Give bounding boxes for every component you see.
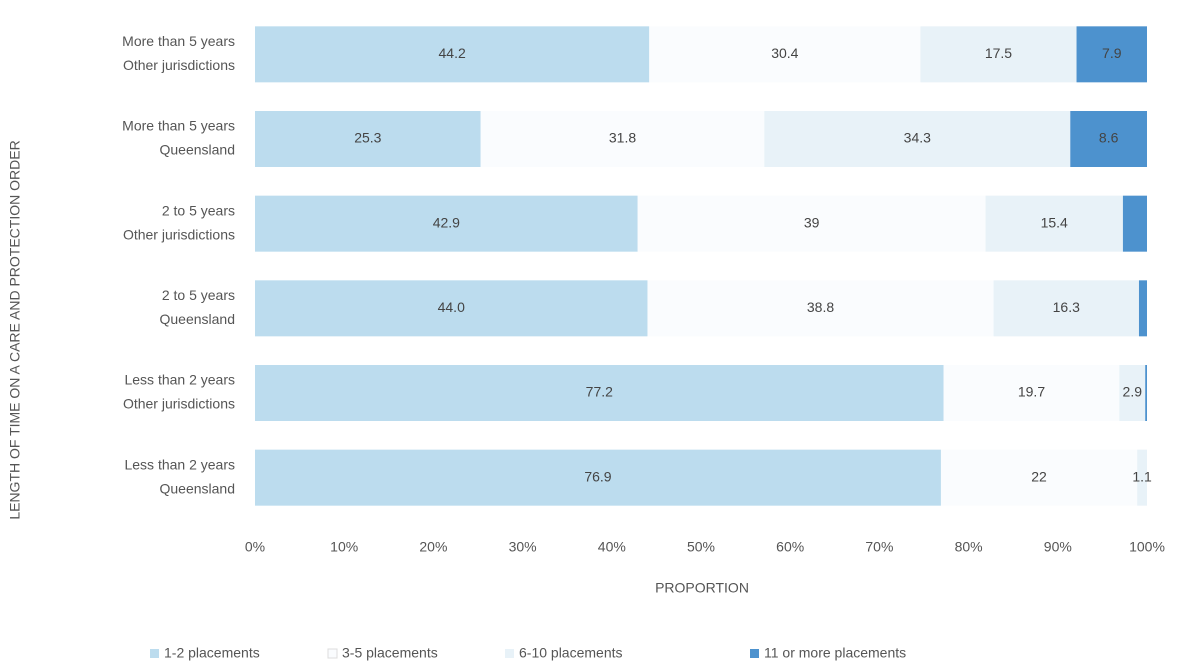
y-tick-label: Queensland [159, 480, 235, 496]
bar-segment [1137, 449, 1147, 506]
value-label: 15.4 [1041, 214, 1068, 230]
y-tick-label: 2 to 5 years [162, 287, 235, 303]
bar-segment [1122, 195, 1147, 252]
bar-segment [480, 111, 765, 167]
value-label: 30.4 [771, 45, 798, 61]
x-tick-label: 60% [776, 539, 804, 555]
bar-segment [1119, 365, 1146, 421]
bar-segment [637, 195, 986, 252]
bar-segment [255, 365, 944, 421]
bar-segment [1145, 365, 1147, 421]
x-axis-title: PROPORTION [655, 580, 749, 596]
bar-segment [255, 26, 650, 83]
value-label: 77.2 [586, 384, 613, 400]
bar-segment [255, 449, 941, 506]
y-tick-label: Queensland [159, 311, 235, 327]
bar-segment [993, 280, 1139, 337]
x-tick-label: 10% [330, 539, 358, 555]
x-tick-label: 50% [687, 539, 715, 555]
y-tick-label: Other jurisdictions [123, 226, 235, 242]
x-tick-label: 90% [1044, 539, 1072, 555]
value-label: 19.7 [1018, 384, 1045, 400]
x-tick-label: 70% [865, 539, 893, 555]
bar-segment [647, 280, 994, 337]
y-tick-label: More than 5 years [122, 33, 235, 49]
legend-label: 3-5 placements [342, 645, 438, 661]
y-axis-title: LENGTH OF TIME ON A CARE AND PROTECTION … [7, 140, 23, 519]
legend-label: 11 or more placements [764, 645, 906, 661]
bar-segment [985, 195, 1123, 252]
legend-swatch [750, 649, 759, 658]
value-label: 39 [804, 214, 820, 230]
y-tick-label: 2 to 5 years [162, 202, 235, 218]
legend-swatch [505, 649, 514, 658]
value-label: 22 [1031, 468, 1047, 484]
legend-label: 1-2 placements [164, 645, 260, 661]
x-tick-label: 0% [245, 539, 265, 555]
bar-segment [943, 365, 1120, 421]
y-tick-label: Less than 2 years [124, 372, 235, 388]
value-label: 1.1 [1132, 468, 1152, 484]
bar-segment [649, 26, 921, 83]
y-tick-label: Other jurisdictions [123, 396, 235, 412]
bar-segment [1076, 26, 1147, 83]
value-label: 2.9 [1123, 384, 1143, 400]
bar-segment [255, 195, 638, 252]
bar-segment [940, 449, 1138, 506]
value-label: 42.9 [433, 214, 460, 230]
bar-segment [920, 26, 1077, 83]
legend-label: 6-10 placements [519, 645, 623, 661]
x-tick-label: 80% [955, 539, 983, 555]
value-label: 31.8 [609, 130, 636, 146]
value-label: 16.3 [1053, 299, 1080, 315]
y-tick-label: Queensland [159, 142, 235, 158]
value-label: 38.8 [807, 299, 834, 315]
legend-swatch [150, 649, 159, 658]
value-label: 44.2 [439, 45, 466, 61]
x-tick-label: 20% [419, 539, 447, 555]
legend-swatch [327, 648, 338, 659]
bar-segment [1138, 280, 1147, 337]
value-label: 7.9 [1102, 45, 1122, 61]
value-label: 8.6 [1099, 130, 1119, 146]
bar-segment [255, 111, 481, 167]
value-label: 34.3 [904, 130, 931, 146]
y-tick-label: Less than 2 years [124, 456, 235, 472]
y-tick-label: More than 5 years [122, 118, 235, 134]
bar-segment [1070, 111, 1147, 167]
value-label: 44.0 [438, 299, 465, 315]
x-tick-label: 40% [598, 539, 626, 555]
value-label: 76.9 [584, 468, 611, 484]
value-label: 25.3 [354, 130, 381, 146]
bar-segment [255, 280, 648, 337]
bar-segment [764, 111, 1071, 167]
x-tick-label: 30% [509, 539, 537, 555]
y-tick-label: Other jurisdictions [123, 57, 235, 73]
value-label: 17.5 [985, 45, 1012, 61]
x-tick-label: 100% [1129, 539, 1165, 555]
